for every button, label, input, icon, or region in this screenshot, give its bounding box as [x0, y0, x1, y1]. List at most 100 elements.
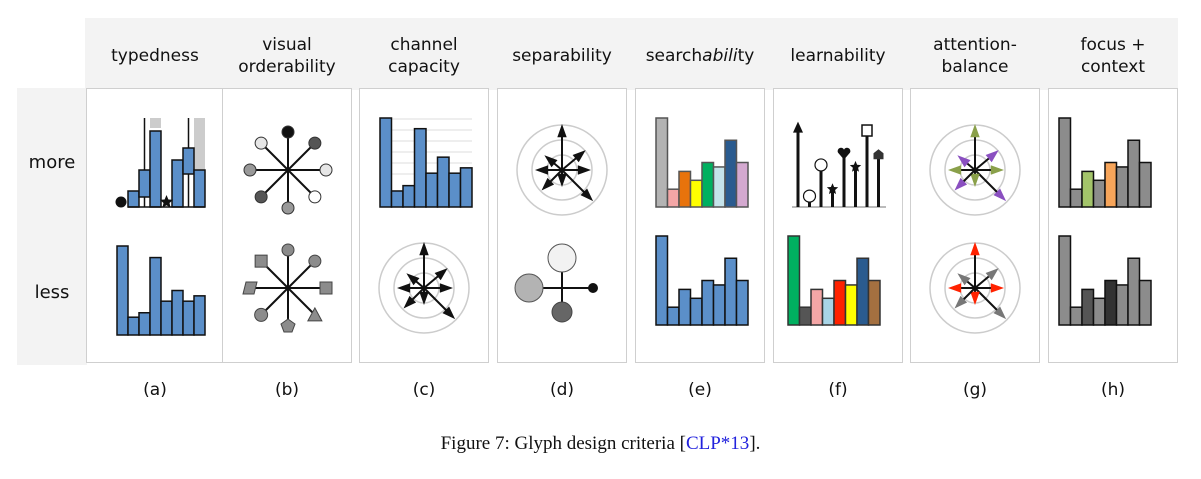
stem-icon-heart — [837, 147, 851, 160]
bar — [724, 139, 738, 208]
star-glyph-arrowhead — [397, 283, 411, 293]
sublabel-h: (h) — [1100, 380, 1126, 400]
star-glyph-arrowhead — [970, 173, 980, 187]
bar — [1069, 306, 1083, 326]
bar — [160, 300, 173, 336]
bar — [413, 127, 427, 208]
bar — [390, 190, 404, 208]
bar — [1058, 235, 1072, 326]
bar — [701, 279, 715, 326]
bar — [1092, 297, 1106, 326]
panel-searchability — [635, 88, 765, 363]
row-label-band — [17, 88, 87, 365]
bar — [1127, 257, 1141, 326]
row-label-less: less — [34, 282, 70, 303]
column-title-typedness: typedness — [111, 46, 199, 66]
star-glyph-arrowhead — [970, 291, 980, 305]
bar — [678, 288, 692, 326]
star-glyph-arrowhead — [406, 273, 420, 286]
figure-caption: Figure 7: Glyph design criteria [CLP*13]… — [0, 433, 1201, 455]
star-glyph-arrowhead — [948, 283, 962, 293]
bar — [1115, 166, 1129, 208]
star-glyph-spoke — [974, 169, 1001, 196]
star-glyph-arrowhead — [557, 124, 567, 138]
bar — [833, 279, 847, 326]
bar — [127, 190, 140, 208]
star-glyph-arrowhead — [970, 124, 980, 138]
star-glyph-arrowhead — [985, 268, 999, 281]
node-parallelogram — [242, 281, 258, 295]
bar — [735, 279, 749, 326]
stem-icon-star — [826, 183, 839, 195]
bar — [724, 257, 738, 326]
bar — [1138, 161, 1152, 208]
stem-icon-house — [873, 149, 884, 160]
bar — [689, 179, 703, 208]
node-circle — [281, 125, 295, 139]
star-glyph-arrowhead — [535, 165, 549, 175]
bar — [712, 166, 726, 208]
bar — [655, 117, 669, 208]
node-square — [254, 254, 268, 268]
star-glyph-arrowhead — [990, 165, 1004, 175]
star-glyph-arrowhead — [580, 188, 594, 202]
star-glyph-spoke — [561, 169, 588, 196]
shade-bar — [150, 118, 161, 128]
bar — [1115, 284, 1129, 326]
star-glyph-arrowhead — [970, 242, 980, 256]
column-title-attention-balance: attention- balance — [933, 35, 1017, 77]
node-circle — [254, 136, 268, 150]
sublabel-e: (e) — [688, 380, 712, 400]
column-title-channel-capacity: channel capacity — [388, 35, 460, 77]
bar — [459, 167, 473, 208]
header-band — [85, 18, 1178, 90]
panel-learnability — [773, 88, 903, 363]
bar — [116, 245, 129, 336]
caption-text: Figure 7: Glyph design criteria [ — [440, 433, 686, 454]
bar — [821, 297, 835, 326]
bar — [448, 172, 462, 208]
bar — [1138, 279, 1152, 326]
node-octagon — [254, 307, 269, 322]
node-circle — [308, 190, 322, 204]
bar — [182, 147, 195, 175]
bar — [425, 172, 439, 208]
bar — [666, 188, 680, 208]
star-glyph-arrowhead — [985, 150, 999, 163]
bar — [798, 306, 812, 326]
bar — [138, 169, 151, 198]
bar — [810, 288, 824, 326]
stem-icon-happy-face — [814, 158, 828, 172]
star-glyph-arrowhead — [541, 177, 555, 191]
bar — [1081, 288, 1095, 326]
citation-link[interactable]: CLP*13 — [685, 433, 750, 454]
star-glyph-arrowhead — [957, 155, 971, 168]
bar — [138, 312, 151, 336]
column-title-learnability: learnability — [790, 46, 886, 66]
column-title-focus-context: focus + context — [1080, 35, 1146, 77]
bar — [712, 284, 726, 326]
bar — [867, 279, 881, 326]
spoke — [287, 287, 316, 316]
bar — [193, 169, 206, 208]
sublabel-b: (b) — [274, 380, 300, 400]
star-glyph-arrowhead — [419, 291, 429, 305]
bar — [678, 170, 692, 208]
star-glyph-arrowhead — [434, 268, 448, 281]
node-circle — [308, 136, 322, 150]
column-title-separability: separability — [512, 46, 612, 66]
shade-bar — [194, 118, 205, 178]
bar — [379, 117, 393, 208]
panel-channel-capacity — [359, 88, 489, 363]
bar — [1069, 188, 1083, 208]
bar — [856, 257, 870, 326]
node-circle — [281, 243, 295, 257]
star-glyph-arrowhead — [954, 177, 968, 191]
bar — [182, 300, 195, 336]
star-glyph-arrowhead — [572, 150, 586, 163]
bar — [127, 316, 140, 336]
bar — [171, 289, 184, 336]
star-glyph-arrowhead — [557, 173, 567, 187]
node-circle — [243, 163, 257, 177]
